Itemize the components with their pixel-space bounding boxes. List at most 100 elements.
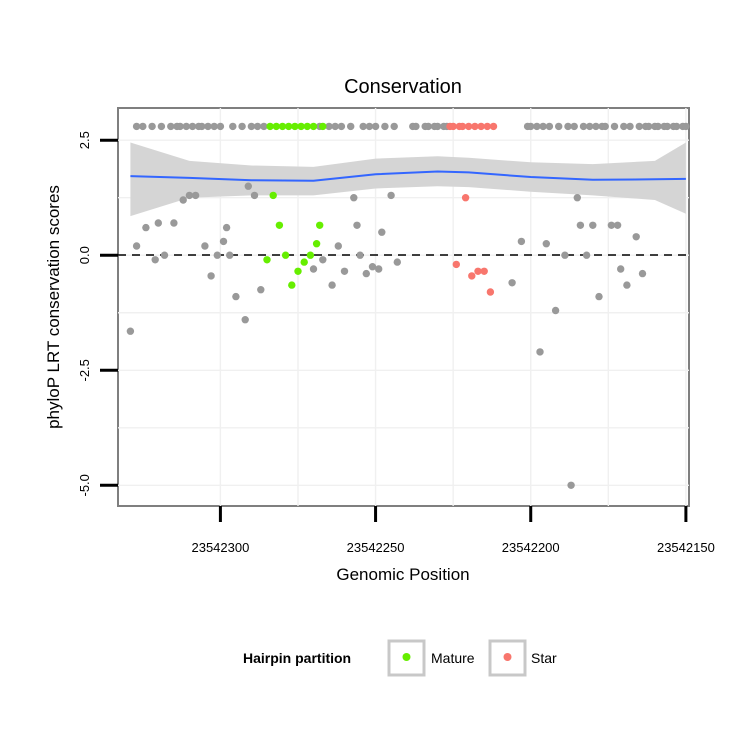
data-point-other <box>167 122 175 131</box>
data-point-other <box>586 122 594 131</box>
data-point-mature <box>266 122 274 131</box>
data-point-other <box>632 233 640 241</box>
data-point-star <box>474 267 482 275</box>
data-point-other <box>331 122 339 131</box>
data-point-star <box>480 267 488 275</box>
data-point-other <box>433 122 442 131</box>
data-point-other <box>551 306 560 315</box>
data-point-other <box>170 219 178 227</box>
data-point-other <box>222 223 231 232</box>
data-point-other <box>142 223 150 232</box>
data-point-star <box>458 122 467 131</box>
data-point-other <box>319 256 327 264</box>
data-point-other <box>576 221 585 229</box>
data-point-other <box>132 242 141 250</box>
data-point-other <box>188 122 197 131</box>
data-point-other <box>573 194 581 202</box>
data-point-other <box>617 265 625 273</box>
data-point-other <box>207 272 215 280</box>
data-point-mature <box>291 122 299 131</box>
data-point-star <box>449 122 457 131</box>
data-point-other <box>229 122 237 131</box>
data-point-other <box>154 219 162 227</box>
data-point-other <box>555 122 563 131</box>
data-point-other <box>601 122 609 131</box>
data-point-other <box>359 122 367 131</box>
data-point-star <box>486 288 495 296</box>
data-point-other <box>253 122 262 131</box>
data-point-mature <box>306 251 315 259</box>
data-point-mature <box>303 122 311 131</box>
data-point-other <box>216 122 225 131</box>
y-tick-label: 0.0 <box>77 246 92 264</box>
data-point-other <box>592 122 600 131</box>
data-point-other <box>527 122 535 131</box>
chart-title: Conservation <box>344 76 462 98</box>
data-point-mature <box>319 122 327 131</box>
points-layer <box>126 122 690 489</box>
data-point-other <box>613 221 622 229</box>
data-point-mature <box>275 221 284 229</box>
data-point-other <box>247 122 256 131</box>
data-point-other <box>257 286 265 294</box>
data-point-mature <box>288 281 296 289</box>
data-point-star <box>489 122 498 131</box>
data-point-other <box>198 122 206 131</box>
data-point-other <box>185 191 194 200</box>
data-point-other <box>238 122 246 131</box>
legend-label-star: Star <box>531 650 557 666</box>
data-point-other <box>539 122 547 131</box>
data-point-other <box>368 263 377 271</box>
data-point-other <box>620 122 628 131</box>
legend-dot-mature <box>402 653 411 661</box>
data-point-other <box>635 122 643 131</box>
data-point-other <box>201 242 209 250</box>
data-point-other <box>626 122 634 131</box>
data-point-other <box>160 251 169 259</box>
data-point-other <box>226 251 234 259</box>
data-point-other <box>250 191 259 200</box>
data-point-other <box>260 122 268 131</box>
data-point-other <box>508 279 516 287</box>
data-point-mature <box>285 122 293 131</box>
y-tick-label: 2.5 <box>77 131 92 149</box>
data-point-other <box>126 327 135 335</box>
data-point-star <box>471 122 479 131</box>
data-point-other <box>582 251 591 259</box>
smooth-trend-line <box>130 170 686 182</box>
data-point-other <box>204 122 212 131</box>
data-point-other <box>241 316 249 324</box>
data-point-other <box>362 269 370 278</box>
data-point-mature <box>272 122 280 131</box>
data-point-other <box>561 251 569 259</box>
data-point-star <box>477 122 485 131</box>
data-point-mature <box>281 251 290 259</box>
legend-dot-star <box>503 653 512 661</box>
data-point-other <box>213 251 221 259</box>
data-point-mature <box>309 122 318 131</box>
data-point-other <box>365 122 374 131</box>
data-point-mature <box>312 240 321 248</box>
data-point-other <box>328 281 336 289</box>
data-point-mature <box>269 191 277 200</box>
data-point-mature <box>300 258 308 266</box>
data-point-other <box>325 122 333 131</box>
smooth-line-layer <box>130 170 686 182</box>
data-point-mature <box>278 122 287 131</box>
data-point-other <box>682 122 690 131</box>
y-tick-label: -2.5 <box>77 359 92 381</box>
data-point-other <box>542 240 550 248</box>
data-point-other <box>663 122 671 131</box>
data-point-other <box>579 122 588 131</box>
data-point-other <box>638 269 647 278</box>
data-point-other <box>381 122 389 131</box>
legend-item-star: Star <box>488 639 557 677</box>
y-axis-title: phyloP LRT conservation scores <box>44 185 63 429</box>
data-point-other <box>607 221 616 229</box>
x-tick-label: 23542300 <box>191 540 249 555</box>
data-point-other <box>375 265 383 273</box>
data-point-other <box>182 122 190 131</box>
confidence-ribbon <box>130 142 686 217</box>
data-point-other <box>350 194 358 202</box>
legend-title: Hairpin partition <box>243 650 351 666</box>
